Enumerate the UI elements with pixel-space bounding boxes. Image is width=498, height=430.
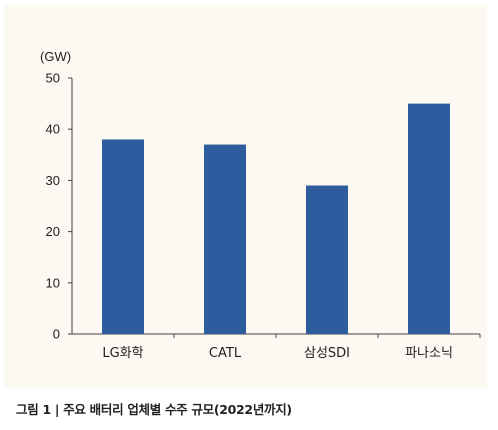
x-tick-label: CATL — [209, 346, 242, 361]
y-tick-label: 10 — [46, 275, 60, 290]
x-tick-label: 삼성SDI — [304, 346, 350, 361]
x-tick-label: 파나소닉 — [405, 346, 453, 361]
x-tick-label: LG화학 — [102, 346, 143, 361]
y-axis-unit-label: (GW) — [40, 49, 71, 64]
figure-caption: 그림 1 | 주요 배터리 업체별 수주 규모(2022년까지) — [16, 402, 292, 417]
bar — [102, 139, 144, 334]
y-tick-label: 50 — [46, 71, 60, 86]
y-tick-label: 0 — [53, 327, 60, 342]
chart-panel: (GW) 0 10 20 30 40 50 LG화학 CATL 삼성SDI 파나소닉 — [4, 5, 487, 389]
bars — [102, 103, 450, 334]
x-tick-labels: LG화학 CATL 삼성SDI 파나소닉 — [102, 346, 453, 361]
bar — [306, 185, 348, 334]
y-tick-labels: 0 10 20 30 40 50 — [46, 71, 60, 342]
y-tick-label: 20 — [46, 224, 60, 239]
bar — [204, 144, 246, 334]
bar-chart: (GW) 0 10 20 30 40 50 LG화학 CATL 삼성SDI 파나소닉 — [40, 49, 481, 361]
y-tick-label: 30 — [46, 173, 60, 188]
bar — [408, 103, 450, 334]
y-tick-label: 40 — [46, 122, 60, 137]
